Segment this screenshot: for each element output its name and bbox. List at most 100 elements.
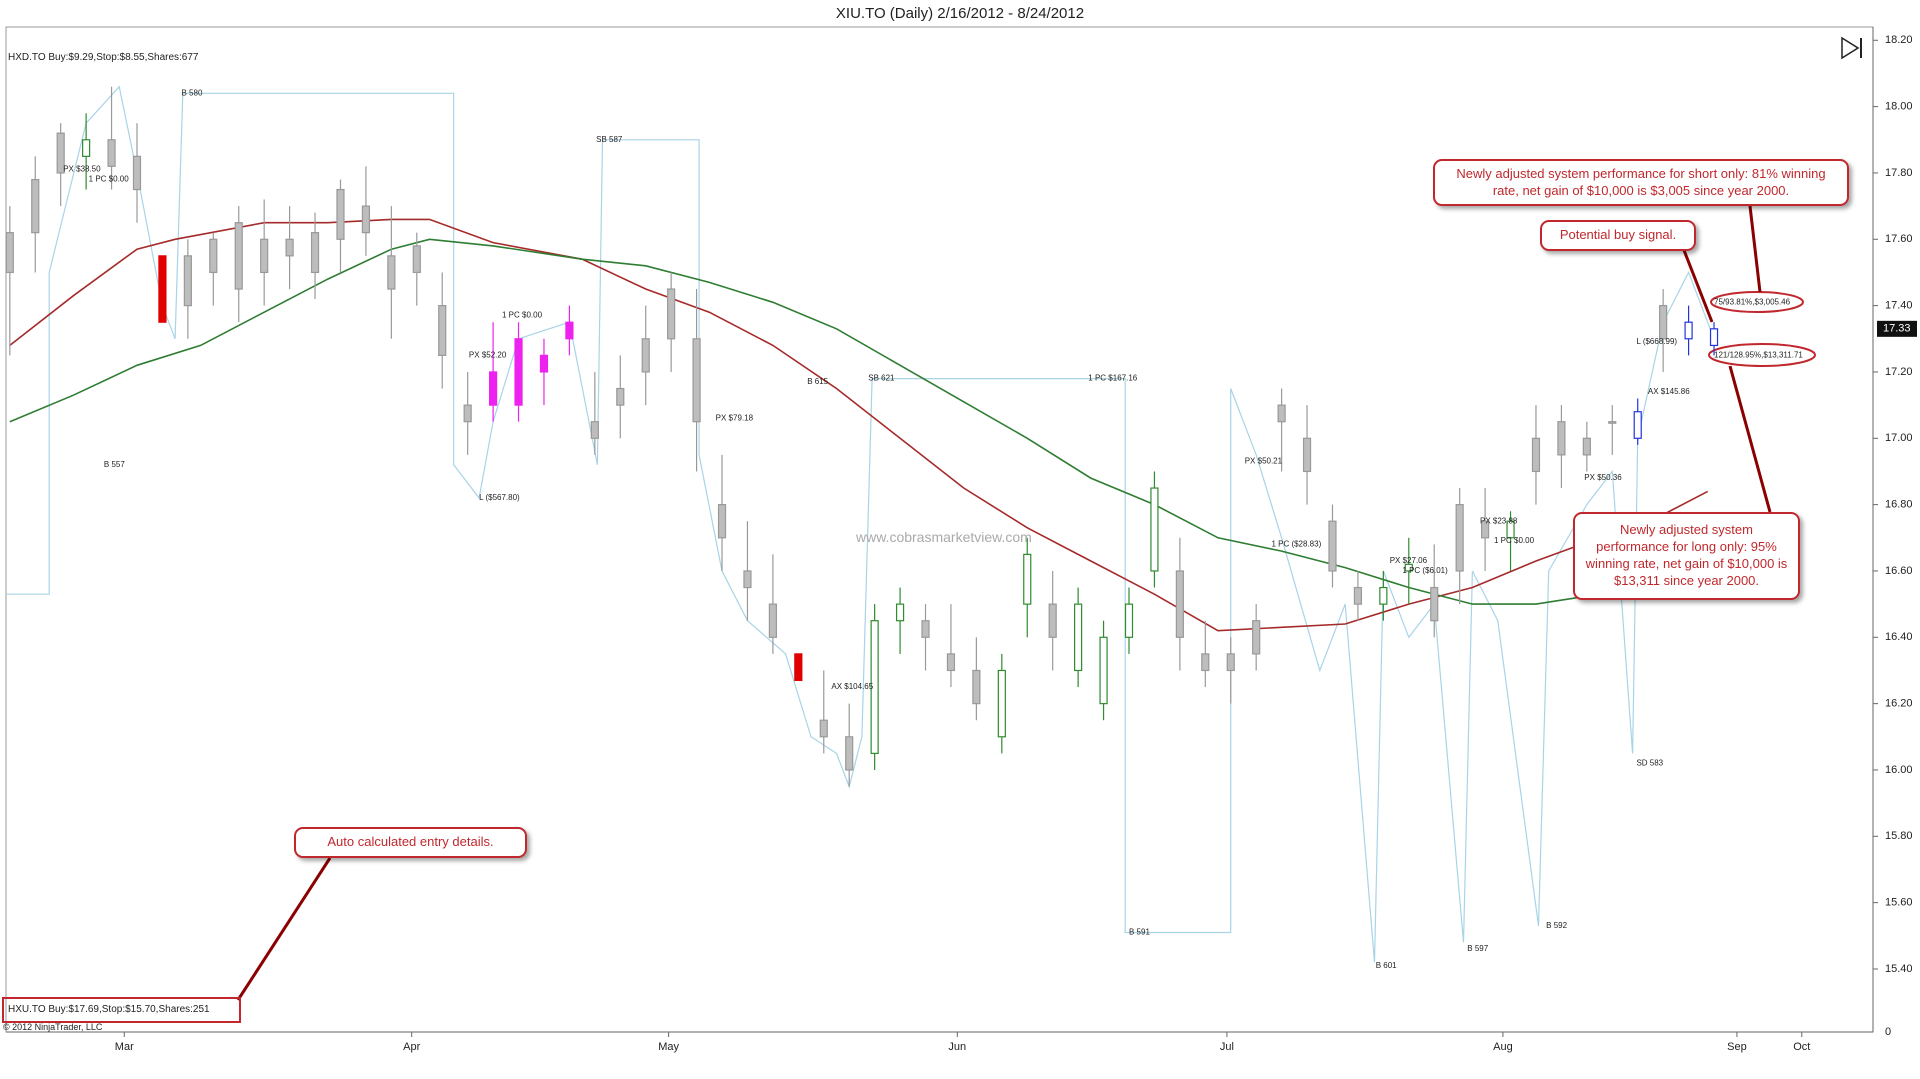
annotation: PX $50.21 [1245, 457, 1283, 466]
candle-body [819, 719, 828, 738]
candle-body [1201, 653, 1210, 672]
candle-body [1328, 520, 1337, 572]
candle-body [1277, 404, 1286, 423]
candle-body [1023, 553, 1032, 605]
candle-body [870, 620, 879, 754]
annotation: 1 PC $167.16 [1088, 374, 1137, 383]
candle-body [1506, 520, 1515, 539]
candle-body [209, 238, 218, 274]
candle-body [1099, 636, 1108, 705]
y-tick-label: 18.20 [1885, 34, 1913, 46]
last-price-label: 17.33 [1883, 323, 1911, 335]
x-tick-label: Mar [115, 1041, 134, 1053]
candle-body [310, 232, 320, 274]
annotation: 1 PC ($6.01) [1402, 566, 1448, 575]
y-tick-label: 17.60 [1885, 233, 1913, 245]
candle-body [234, 222, 243, 290]
candle-body [1709, 328, 1719, 347]
candle-body [438, 305, 447, 356]
candle-body [1557, 421, 1566, 456]
candle-body [1659, 305, 1668, 340]
y-axis-bottom-label: 0 [1885, 1026, 1891, 1038]
candle-body [1353, 586, 1363, 605]
candle-body [412, 245, 421, 274]
annotation: SB 587 [596, 135, 623, 144]
y-tick-label: 16.00 [1885, 764, 1913, 776]
annotation: SB 621 [868, 374, 895, 383]
candle-body [794, 653, 803, 682]
annotation: PX $79.18 [716, 413, 754, 422]
callout: Potential buy signal. [1540, 220, 1696, 251]
candle-body [692, 338, 701, 423]
candle-body [768, 603, 777, 638]
candle-body [539, 354, 549, 373]
annotation: SD 583 [1636, 758, 1663, 767]
annotation: B 557 [104, 460, 125, 469]
y-tick-label: 15.40 [1885, 963, 1913, 975]
annotation: B 601 [1376, 961, 1397, 970]
callout-arrow [1678, 239, 1714, 323]
x-tick-label: Jun [948, 1041, 966, 1053]
candle-body [743, 570, 752, 589]
x-tick-label: Aug [1493, 1041, 1513, 1053]
x-tick-label: Sep [1727, 1041, 1747, 1053]
y-tick-label: 16.40 [1885, 631, 1913, 643]
y-tick-label: 16.20 [1885, 698, 1913, 710]
copyright: © 2012 NinjaTrader, LLC [3, 1022, 103, 1032]
annotation: PX $23.88 [1480, 516, 1518, 525]
candle-body [1430, 586, 1439, 622]
candle-body [1150, 487, 1159, 572]
candle-body [590, 421, 599, 439]
candle-body [463, 404, 472, 423]
candle-body [183, 255, 192, 307]
candle-body [260, 238, 269, 274]
annotation: 1 PC $0.00 [1494, 536, 1535, 545]
candle-body [1226, 653, 1235, 672]
y-tick-label: 17.80 [1885, 167, 1913, 179]
candle-body [56, 132, 65, 174]
x-tick-label: May [658, 1041, 679, 1053]
candle-body [1124, 603, 1134, 638]
x-tick-label: Oct [1793, 1041, 1810, 1053]
skip-icon[interactable] [1841, 36, 1862, 60]
candle-body [972, 669, 981, 705]
annotation: 1 PC $0.00 [89, 175, 130, 184]
candle-body [717, 504, 727, 539]
y-tick-label: 17.40 [1885, 300, 1913, 312]
candle-body [1048, 603, 1057, 638]
candle-body [616, 387, 625, 406]
candle-body [514, 338, 523, 406]
skip-triangle[interactable] [1841, 36, 1860, 60]
candle-body [82, 139, 91, 157]
candle-body [285, 238, 294, 257]
y-tick-label: 16.60 [1885, 565, 1913, 577]
candle-body [1302, 437, 1312, 473]
annotation: AX $145.86 [1648, 387, 1690, 396]
annotation: B 615 [807, 377, 828, 386]
candle-body [336, 188, 345, 240]
annotation: 121/128.95%,$13,311.71 [1714, 350, 1803, 359]
candle-body [845, 736, 854, 771]
candle-body [1074, 603, 1083, 672]
candle-body [1608, 421, 1617, 424]
annotation: L ($567.80) [479, 493, 520, 502]
y-tick-label: 18.00 [1885, 101, 1913, 113]
candle-body [5, 232, 14, 274]
chart-title: XIU.TO (Daily) 2/16/2012 - 8/24/2012 [836, 5, 1084, 22]
candle-body [641, 338, 650, 373]
annotation: PX $38.50 [63, 165, 101, 174]
x-tick-label: Apr [403, 1041, 420, 1053]
annotation: PX $27.06 [1390, 556, 1428, 565]
candle-body [921, 620, 930, 638]
x-tick-label: Jul [1220, 1041, 1234, 1053]
annotation: 75/93.81%,$3,005.46 [1714, 297, 1791, 306]
candle-body [1379, 586, 1388, 605]
candle-body [1531, 437, 1541, 473]
annotation: 1 PC $0.00 [502, 311, 543, 320]
line [6, 85, 1715, 963]
line [9, 238, 1638, 605]
candle-body [31, 178, 40, 234]
annotation: L ($668.99) [1636, 337, 1677, 346]
candle-body [1481, 520, 1490, 539]
candle-body [667, 288, 676, 340]
